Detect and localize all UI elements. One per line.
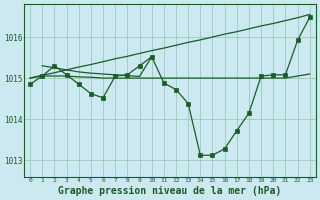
X-axis label: Graphe pression niveau de la mer (hPa): Graphe pression niveau de la mer (hPa) — [58, 186, 282, 196]
